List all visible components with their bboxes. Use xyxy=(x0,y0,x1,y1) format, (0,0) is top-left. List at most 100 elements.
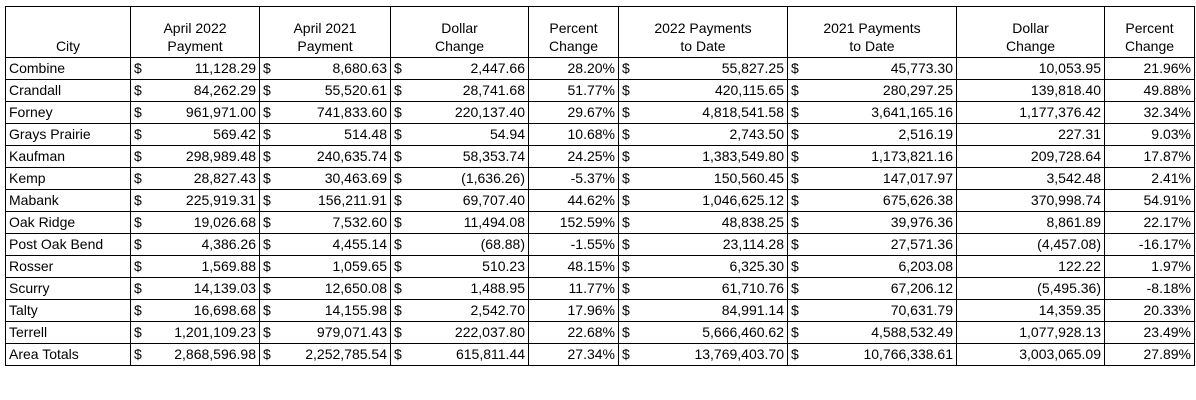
currency-symbol: $ xyxy=(263,148,271,164)
cell-city: Post Oak Bend xyxy=(5,233,131,256)
value: 2,743.50 xyxy=(729,126,785,142)
value: 1,383,549.80 xyxy=(702,148,784,164)
cell-apr2021: $12,650.08 xyxy=(259,277,391,300)
value: 2,252,785.54 xyxy=(305,346,387,362)
header-april-2021-payment: April 2021 Payment xyxy=(259,6,391,58)
currency-symbol: $ xyxy=(394,148,402,164)
currency-symbol: $ xyxy=(622,192,630,208)
currency-symbol: $ xyxy=(791,126,799,142)
value: 61,710.76 xyxy=(721,280,784,296)
value: 147,017.97 xyxy=(882,170,953,186)
currency-symbol: $ xyxy=(622,214,630,230)
value: 14,139.03 xyxy=(193,280,256,296)
currency-symbol: $ xyxy=(394,192,402,208)
cell-city: Terrell xyxy=(5,321,131,344)
value: 12,650.08 xyxy=(324,280,387,296)
value: 4,455.14 xyxy=(332,236,388,252)
header-dollar-change: Dollar Change xyxy=(390,6,529,58)
currency-symbol: $ xyxy=(394,324,402,340)
value: 225,919.31 xyxy=(185,192,256,208)
currency-symbol: $ xyxy=(622,170,630,186)
cell-pct2: 22.17% xyxy=(1104,211,1195,234)
value: 1,569.88 xyxy=(201,258,257,274)
cell-ytd2022: $13,769,403.70 xyxy=(618,343,788,366)
cell-pct2: 1.97% xyxy=(1104,255,1195,278)
cell-ytd2022: $84,991.14 xyxy=(618,299,788,322)
cell-dollar2: 122.22 xyxy=(956,255,1105,278)
cell-dollar2: 139,818.40 xyxy=(956,79,1105,102)
value: 675,626.38 xyxy=(882,192,953,208)
currency-symbol: $ xyxy=(622,236,630,252)
value: 4,818,541.58 xyxy=(702,104,784,120)
value: 1,173,821.16 xyxy=(871,148,953,164)
cell-dollar: $510.23 xyxy=(390,255,529,278)
cell-ytd2021: $4,588,532.49 xyxy=(787,321,957,344)
value: 222,037.80 xyxy=(454,324,525,340)
cell-apr2021: $14,155.98 xyxy=(259,299,391,322)
value: 84,991.14 xyxy=(721,302,784,318)
value: 298,989.48 xyxy=(185,148,256,164)
table-row: Terrell $1,201,109.23 $979,071.43 $222,037.… xyxy=(5,321,1195,344)
cell-ytd2022: $23,114.28 xyxy=(618,233,788,256)
cell-apr2021: $8,680.63 xyxy=(259,57,391,80)
cell-apr2022: $16,698.68 xyxy=(130,299,260,322)
cell-dollar: $58,353.74 xyxy=(390,145,529,168)
table-row: Kemp $28,827.43 $30,463.69 $ (1,636.26) -5.37… xyxy=(5,167,1195,190)
currency-symbol: $ xyxy=(263,302,271,318)
cell-pct: 27.34% xyxy=(528,343,619,366)
cell-pct2: 17.87% xyxy=(1104,145,1195,168)
cell-pct: -1.55% xyxy=(528,233,619,256)
value: 11,128.29 xyxy=(194,60,256,76)
currency-symbol: $ xyxy=(134,302,142,318)
cell-ytd2021: $10,766,338.61 xyxy=(787,343,957,366)
cell-pct: 17.96% xyxy=(528,299,619,322)
cell-apr2021: $514.48 xyxy=(259,123,391,146)
currency-symbol: $ xyxy=(134,82,142,98)
value: 2,868,596.98 xyxy=(174,346,256,362)
value: 54.94 xyxy=(489,126,525,142)
currency-symbol: $ xyxy=(134,324,142,340)
value: 70,631.79 xyxy=(890,302,953,318)
cell-ytd2021: $147,017.97 xyxy=(787,167,957,190)
header-ytd-percent-change: Percent Change xyxy=(1104,6,1195,58)
cell-ytd2022: $6,325.30 xyxy=(618,255,788,278)
table-row: Area Totals $2,868,596.98 $2,252,785.54 $61… xyxy=(5,343,1195,366)
cell-apr2021: $7,532.60 xyxy=(259,211,391,234)
table-row: Kaufman $298,989.48 $240,635.74 $58,353.74 2… xyxy=(5,145,1195,168)
value: 28,741.68 xyxy=(462,82,525,98)
currency-symbol: $ xyxy=(394,280,402,296)
currency-symbol: $ xyxy=(394,214,402,230)
currency-symbol: $ xyxy=(622,104,630,120)
cell-dollar: $69,707.40 xyxy=(390,189,529,212)
value: 6,203.08 xyxy=(898,258,954,274)
cell-dollar2: 8,861.89 xyxy=(956,211,1105,234)
currency-symbol: $ xyxy=(394,258,402,274)
value: 39,976.36 xyxy=(890,214,953,230)
sales-tax-payments-table: City April 2022 Payment April 2021 Payment… xyxy=(5,6,1195,366)
cell-city: Talty xyxy=(5,299,131,322)
value: 58,353.74 xyxy=(462,148,525,164)
cell-pct2: 9.03% xyxy=(1104,123,1195,146)
value: 16,698.68 xyxy=(193,302,256,318)
cell-ytd2021: $70,631.79 xyxy=(787,299,957,322)
value: 741,833.60 xyxy=(316,104,387,120)
currency-symbol: $ xyxy=(622,324,630,340)
cell-dollar2: 209,728.64 xyxy=(956,145,1105,168)
cell-city: Combine xyxy=(5,57,131,80)
cell-dollar: $2,542.70 xyxy=(390,299,529,322)
currency-symbol: $ xyxy=(134,148,142,164)
cell-ytd2022: $55,827.25 xyxy=(618,57,788,80)
cell-pct2: 54.91% xyxy=(1104,189,1195,212)
value: 510.23 xyxy=(482,258,525,274)
value: 420,115.65 xyxy=(714,82,784,98)
value: 1,059.65 xyxy=(332,258,388,274)
cell-dollar2: 10,053.95 xyxy=(956,57,1105,80)
value: (1,636.26) xyxy=(461,170,525,186)
cell-apr2021: $741,833.60 xyxy=(259,101,391,124)
currency-symbol: $ xyxy=(791,280,799,296)
cell-apr2022: $961,971.00 xyxy=(130,101,260,124)
cell-dollar: $2,447.66 xyxy=(390,57,529,80)
currency-symbol: $ xyxy=(134,236,142,252)
cell-dollar: $222,037.80 xyxy=(390,321,529,344)
header-ytd-dollar-change: Dollar Change xyxy=(956,6,1105,58)
